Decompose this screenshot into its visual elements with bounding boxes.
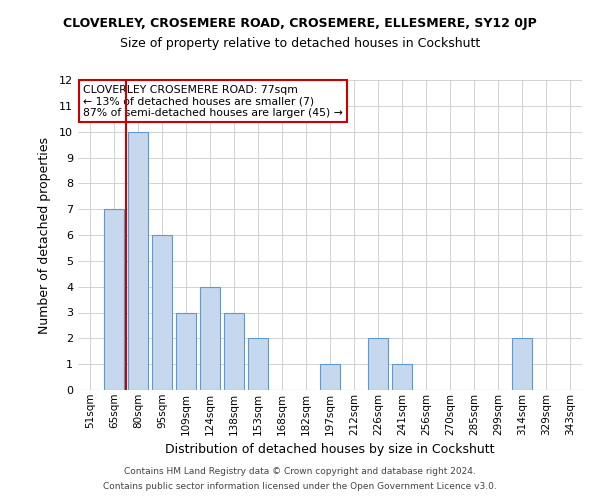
Text: CLOVERLEY CROSEMERE ROAD: 77sqm
← 13% of detached houses are smaller (7)
87% of : CLOVERLEY CROSEMERE ROAD: 77sqm ← 13% of… xyxy=(83,84,343,118)
Bar xyxy=(224,312,244,390)
Text: CLOVERLEY, CROSEMERE ROAD, CROSEMERE, ELLESMERE, SY12 0JP: CLOVERLEY, CROSEMERE ROAD, CROSEMERE, EL… xyxy=(63,18,537,30)
Bar xyxy=(128,132,148,390)
Bar xyxy=(368,338,388,390)
Bar xyxy=(200,286,220,390)
X-axis label: Distribution of detached houses by size in Cockshutt: Distribution of detached houses by size … xyxy=(165,443,495,456)
Bar xyxy=(248,338,268,390)
Bar xyxy=(152,235,172,390)
Bar xyxy=(176,312,196,390)
Text: Contains public sector information licensed under the Open Government Licence v3: Contains public sector information licen… xyxy=(103,482,497,491)
Bar xyxy=(320,364,340,390)
Y-axis label: Number of detached properties: Number of detached properties xyxy=(38,136,50,334)
Bar xyxy=(392,364,412,390)
Bar xyxy=(512,338,532,390)
Bar xyxy=(104,209,124,390)
Text: Contains HM Land Registry data © Crown copyright and database right 2024.: Contains HM Land Registry data © Crown c… xyxy=(124,467,476,476)
Text: Size of property relative to detached houses in Cockshutt: Size of property relative to detached ho… xyxy=(120,38,480,51)
